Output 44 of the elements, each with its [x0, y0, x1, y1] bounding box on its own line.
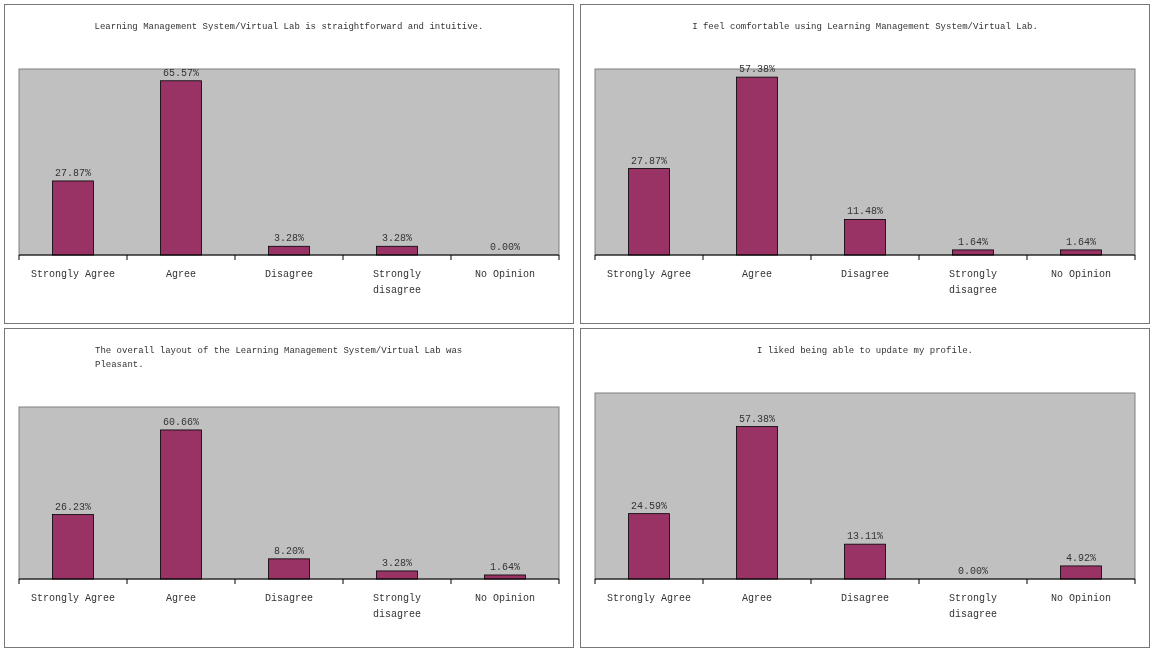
- data-label: 0.00%: [957, 566, 989, 577]
- x-tick-label: No Opinion: [1050, 593, 1112, 604]
- data-label: 60.66%: [162, 416, 200, 428]
- chart-title: The overall layout of the Learning Management System/Virtual Lab was Pleasant.: [95, 346, 463, 370]
- data-label: 27.87%: [630, 155, 668, 167]
- chart-title: I feel comfortable using Learning Management System/Virtual Lab.: [692, 22, 1038, 32]
- data-label: 1.64%: [957, 236, 989, 248]
- x-tick-label: Strongly disagree: [372, 269, 422, 296]
- data-label: 1.64%: [1065, 236, 1097, 248]
- x-tick-label: Disagree: [840, 593, 890, 604]
- x-tick-label: Agree: [165, 593, 197, 604]
- x-tick-label: Strongly Agree: [30, 269, 116, 280]
- data-label: 11.48%: [846, 206, 884, 218]
- chart-title: Learning Management System/Virtual Lab is straightforward and intuitive.: [94, 22, 484, 32]
- x-tick-label: No Opinion: [474, 593, 536, 604]
- data-label: 1.64%: [489, 561, 521, 573]
- x-tick-label: Strongly Agree: [606, 593, 692, 604]
- data-label: 0.00%: [489, 242, 521, 253]
- x-tick-label: Strongly Agree: [30, 593, 116, 604]
- data-label: 3.28%: [381, 557, 413, 569]
- data-label: 57.38%: [738, 64, 776, 76]
- data-label: 4.92%: [1065, 552, 1097, 564]
- x-tick-label: Strongly disagree: [372, 593, 422, 620]
- x-tick-label: Disagree: [840, 269, 890, 280]
- x-tick-label: Disagree: [264, 269, 314, 280]
- data-label: 3.28%: [273, 233, 305, 245]
- data-label: 24.59%: [630, 500, 668, 512]
- x-tick-label: No Opinion: [1050, 269, 1112, 280]
- x-tick-label: Strongly disagree: [948, 593, 998, 620]
- x-tick-label: Strongly disagree: [948, 269, 998, 296]
- data-label: 57.38%: [738, 413, 776, 425]
- data-label: 13.11%: [846, 531, 884, 543]
- x-tick-label: No Opinion: [474, 269, 536, 280]
- x-tick-label: Agree: [741, 269, 773, 280]
- x-tick-label: Agree: [165, 269, 197, 280]
- data-label: 26.23%: [54, 501, 92, 513]
- data-label: 27.87%: [54, 167, 92, 179]
- x-tick-label: Strongly Agree: [606, 269, 692, 280]
- x-tick-label: Disagree: [264, 593, 314, 604]
- data-label: 3.28%: [381, 233, 413, 245]
- chart-title: I liked being able to update my profile.: [756, 346, 974, 356]
- x-tick-label: Agree: [741, 593, 773, 604]
- data-label: 65.57%: [162, 67, 200, 79]
- data-label: 8.20%: [273, 545, 305, 557]
